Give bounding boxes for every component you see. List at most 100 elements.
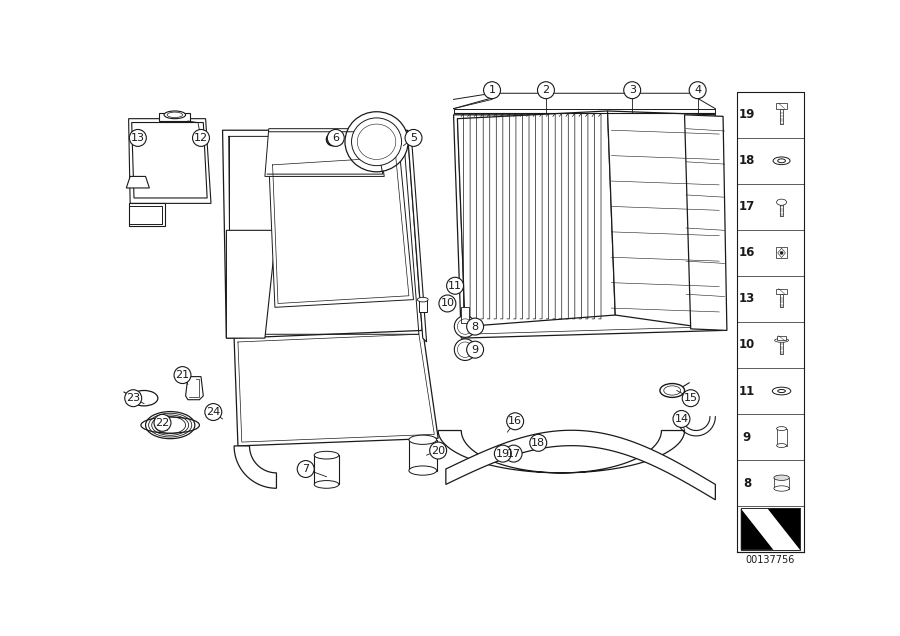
Ellipse shape: [164, 111, 185, 119]
FancyBboxPatch shape: [776, 247, 787, 258]
Polygon shape: [438, 431, 685, 473]
Text: 6: 6: [332, 133, 339, 143]
Circle shape: [494, 445, 511, 462]
Circle shape: [466, 341, 483, 358]
Text: 12: 12: [194, 133, 208, 143]
Ellipse shape: [167, 112, 183, 118]
Text: 24: 24: [206, 407, 220, 417]
Text: 23: 23: [126, 393, 140, 403]
Text: 1: 1: [489, 85, 496, 95]
Ellipse shape: [345, 112, 408, 172]
FancyBboxPatch shape: [737, 92, 804, 552]
Polygon shape: [741, 508, 773, 550]
Text: 19: 19: [496, 448, 510, 459]
FancyBboxPatch shape: [779, 340, 784, 354]
Text: 16: 16: [508, 417, 522, 426]
Polygon shape: [446, 431, 716, 500]
Text: 4: 4: [694, 85, 701, 95]
Ellipse shape: [664, 386, 680, 395]
Ellipse shape: [314, 452, 338, 459]
FancyBboxPatch shape: [461, 307, 469, 322]
Text: 17: 17: [739, 200, 755, 213]
Ellipse shape: [774, 475, 789, 480]
Polygon shape: [768, 508, 800, 550]
Text: 15: 15: [684, 393, 698, 403]
Circle shape: [154, 414, 171, 431]
FancyBboxPatch shape: [314, 455, 338, 485]
Circle shape: [454, 339, 476, 361]
FancyBboxPatch shape: [774, 478, 789, 488]
Polygon shape: [234, 331, 438, 446]
Text: 00137756: 00137756: [746, 555, 795, 565]
Circle shape: [507, 413, 524, 430]
Circle shape: [439, 295, 456, 312]
Text: 13: 13: [739, 293, 755, 305]
Circle shape: [780, 251, 783, 254]
Ellipse shape: [777, 443, 787, 448]
Polygon shape: [131, 123, 207, 198]
Text: 20: 20: [431, 446, 446, 455]
FancyBboxPatch shape: [779, 109, 784, 124]
Polygon shape: [608, 111, 723, 331]
Ellipse shape: [773, 157, 790, 165]
Text: 11: 11: [739, 385, 755, 398]
Ellipse shape: [772, 387, 791, 395]
Circle shape: [193, 130, 210, 146]
Polygon shape: [126, 176, 149, 188]
Text: 22: 22: [156, 418, 169, 428]
Text: 9: 9: [472, 345, 479, 355]
Ellipse shape: [778, 159, 786, 163]
Ellipse shape: [777, 427, 787, 431]
Text: 14: 14: [674, 414, 688, 424]
Circle shape: [673, 410, 690, 427]
Circle shape: [682, 390, 699, 406]
Text: 18: 18: [739, 155, 755, 167]
Polygon shape: [269, 153, 413, 307]
FancyBboxPatch shape: [409, 439, 436, 471]
FancyBboxPatch shape: [741, 508, 800, 550]
Text: 10: 10: [739, 338, 755, 352]
Text: 11: 11: [448, 280, 462, 291]
Polygon shape: [234, 446, 276, 488]
Polygon shape: [227, 230, 276, 338]
Polygon shape: [454, 115, 723, 338]
Circle shape: [466, 318, 483, 335]
Circle shape: [624, 81, 641, 99]
Ellipse shape: [409, 435, 436, 445]
FancyBboxPatch shape: [779, 294, 784, 307]
Circle shape: [125, 390, 141, 406]
Text: 8: 8: [472, 322, 479, 331]
Ellipse shape: [777, 199, 787, 205]
Circle shape: [405, 130, 422, 146]
Polygon shape: [185, 377, 203, 399]
Circle shape: [483, 81, 500, 99]
Ellipse shape: [775, 338, 788, 342]
Ellipse shape: [409, 466, 436, 475]
Polygon shape: [778, 248, 786, 258]
Ellipse shape: [141, 417, 200, 433]
Ellipse shape: [352, 118, 401, 165]
Circle shape: [130, 130, 147, 146]
FancyBboxPatch shape: [418, 300, 427, 312]
Text: 5: 5: [410, 133, 417, 143]
Polygon shape: [222, 130, 423, 338]
Circle shape: [328, 130, 344, 146]
FancyBboxPatch shape: [777, 429, 787, 446]
Circle shape: [689, 81, 706, 99]
Circle shape: [505, 445, 522, 462]
FancyBboxPatch shape: [776, 289, 787, 294]
Polygon shape: [129, 119, 211, 204]
Ellipse shape: [660, 384, 685, 398]
Ellipse shape: [774, 486, 789, 491]
Polygon shape: [408, 130, 427, 342]
Ellipse shape: [418, 297, 428, 302]
Text: 7: 7: [302, 464, 310, 474]
Text: 2: 2: [543, 85, 550, 95]
Polygon shape: [457, 119, 719, 335]
Polygon shape: [129, 204, 165, 226]
Circle shape: [537, 81, 554, 99]
Circle shape: [174, 366, 191, 384]
Circle shape: [454, 316, 476, 337]
Text: 17: 17: [507, 448, 521, 459]
Text: 21: 21: [176, 370, 190, 380]
